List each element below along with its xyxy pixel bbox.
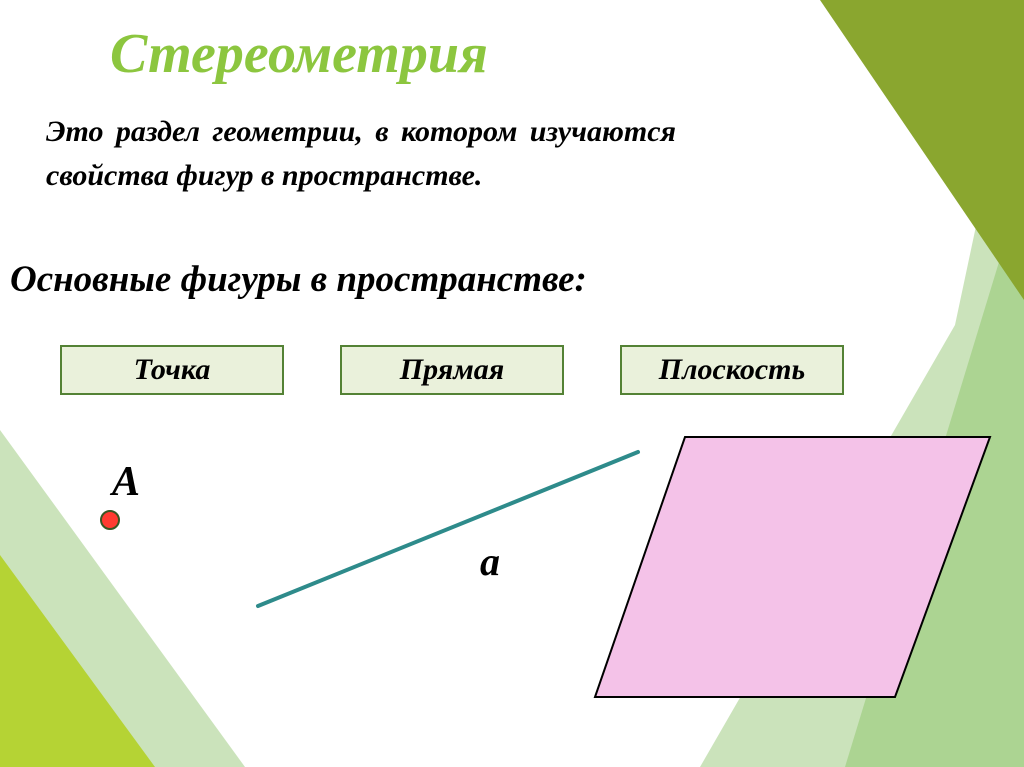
line-label: a <box>480 538 500 585</box>
line-shape <box>258 452 638 606</box>
plane-shape <box>595 437 990 697</box>
geometry-canvas <box>0 0 1024 767</box>
